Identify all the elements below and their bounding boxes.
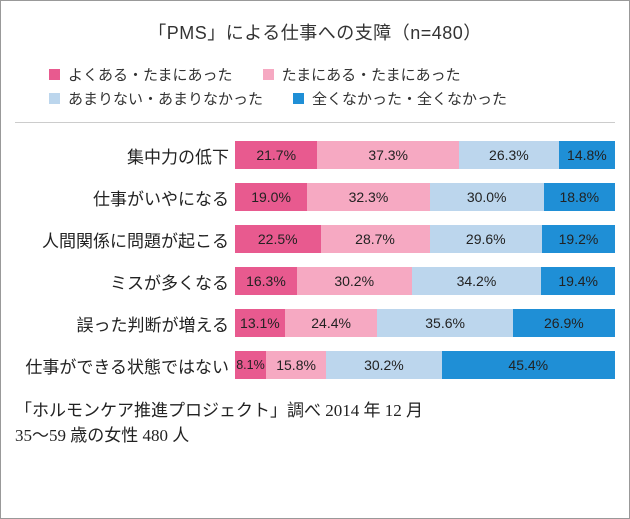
bar-track: 19.0%32.3%30.0%18.8% [235, 183, 615, 211]
bar-segment: 8.1% [235, 351, 266, 379]
bar-track: 22.5%28.7%29.6%19.2% [235, 225, 615, 253]
bar-segment: 19.0% [235, 183, 307, 211]
bar-segment: 30.2% [326, 351, 441, 379]
legend-row-1: よくある・たまにあった たまにある・たまにあった [21, 64, 609, 85]
bar-track: 16.3%30.2%34.2%19.4% [235, 267, 615, 295]
bar-track: 21.7%37.3%26.3%14.8% [235, 141, 615, 169]
bar-row: 誤った判断が増える13.1%24.4%35.6%26.9% [15, 307, 615, 339]
bar-label: 集中力の低下 [15, 143, 235, 168]
bar-segment: 35.6% [377, 309, 512, 337]
bar-segment: 13.1% [235, 309, 285, 337]
bar-label: 仕事ができる状態ではない [15, 353, 235, 378]
bar-label: 誤った判断が増える [15, 311, 235, 336]
bars-area: 集中力の低下21.7%37.3%26.3%14.8%仕事がいやになる19.0%3… [15, 129, 615, 381]
legend-swatch-2 [49, 93, 60, 104]
legend-label-1: たまにある・たまにあった [282, 64, 461, 85]
legend-item-3: 全くなかった・全くなかった [293, 88, 507, 109]
bar-segment: 45.4% [442, 351, 615, 379]
bar-segment: 15.8% [266, 351, 326, 379]
bar-row: 仕事がいやになる19.0%32.3%30.0%18.8% [15, 181, 615, 213]
legend-item-0: よくある・たまにあった [49, 64, 233, 85]
bar-segment: 21.7% [235, 141, 317, 169]
bar-track: 8.1%15.8%30.2%45.4% [235, 351, 615, 379]
bar-label: ミスが多くなる [15, 269, 235, 294]
bar-segment: 14.8% [559, 141, 615, 169]
bar-segment: 30.2% [297, 267, 412, 295]
bar-segment: 29.6% [430, 225, 542, 253]
legend-item-1: たまにある・たまにあった [263, 64, 461, 85]
bar-row: ミスが多くなる16.3%30.2%34.2%19.4% [15, 265, 615, 297]
footer-line-1: 「ホルモンケア推進プロジェクト」調べ 2014 年 12 月 [15, 399, 615, 424]
legend-item-2: あまりない・あまりなかった [49, 88, 263, 109]
footer-note: 「ホルモンケア推進プロジェクト」調べ 2014 年 12 月 35～59 歳の女… [15, 399, 615, 448]
legend-swatch-3 [293, 93, 304, 104]
bar-segment: 30.0% [430, 183, 544, 211]
legend-label-2: あまりない・あまりなかった [68, 88, 263, 109]
bar-track: 13.1%24.4%35.6%26.9% [235, 309, 615, 337]
legend-swatch-1 [263, 69, 274, 80]
bar-segment: 18.8% [544, 183, 615, 211]
bar-row: 集中力の低下21.7%37.3%26.3%14.8% [15, 139, 615, 171]
bar-segment: 22.5% [235, 225, 321, 253]
bar-segment: 37.3% [317, 141, 459, 169]
bar-row: 仕事ができる状態ではない8.1%15.8%30.2%45.4% [15, 349, 615, 381]
legend-swatch-0 [49, 69, 60, 80]
footer-line-2: 35～59 歳の女性 480 人 [15, 424, 615, 449]
legend: よくある・たまにあった たまにある・たまにあった あまりない・あまりなかった 全… [15, 59, 615, 123]
bar-segment: 26.9% [513, 309, 615, 337]
legend-label-0: よくある・たまにあった [68, 64, 233, 85]
chart-title: 「PMS」による仕事への支障（n=480） [15, 19, 615, 45]
bar-segment: 24.4% [285, 309, 378, 337]
bar-label: 仕事がいやになる [15, 185, 235, 210]
bar-segment: 26.3% [459, 141, 559, 169]
bar-row: 人間関係に問題が起こる22.5%28.7%29.6%19.2% [15, 223, 615, 255]
bar-label: 人間関係に問題が起こる [15, 227, 235, 252]
chart-container: 「PMS」による仕事への支障（n=480） よくある・たまにあった たまにある・… [0, 0, 630, 519]
legend-label-3: 全くなかった・全くなかった [312, 88, 507, 109]
legend-row-2: あまりない・あまりなかった 全くなかった・全くなかった [21, 88, 609, 109]
bar-segment: 16.3% [235, 267, 297, 295]
bar-segment: 32.3% [307, 183, 430, 211]
bar-segment: 34.2% [412, 267, 542, 295]
bar-segment: 19.4% [541, 267, 615, 295]
bar-segment: 19.2% [542, 225, 615, 253]
bar-segment: 28.7% [321, 225, 430, 253]
